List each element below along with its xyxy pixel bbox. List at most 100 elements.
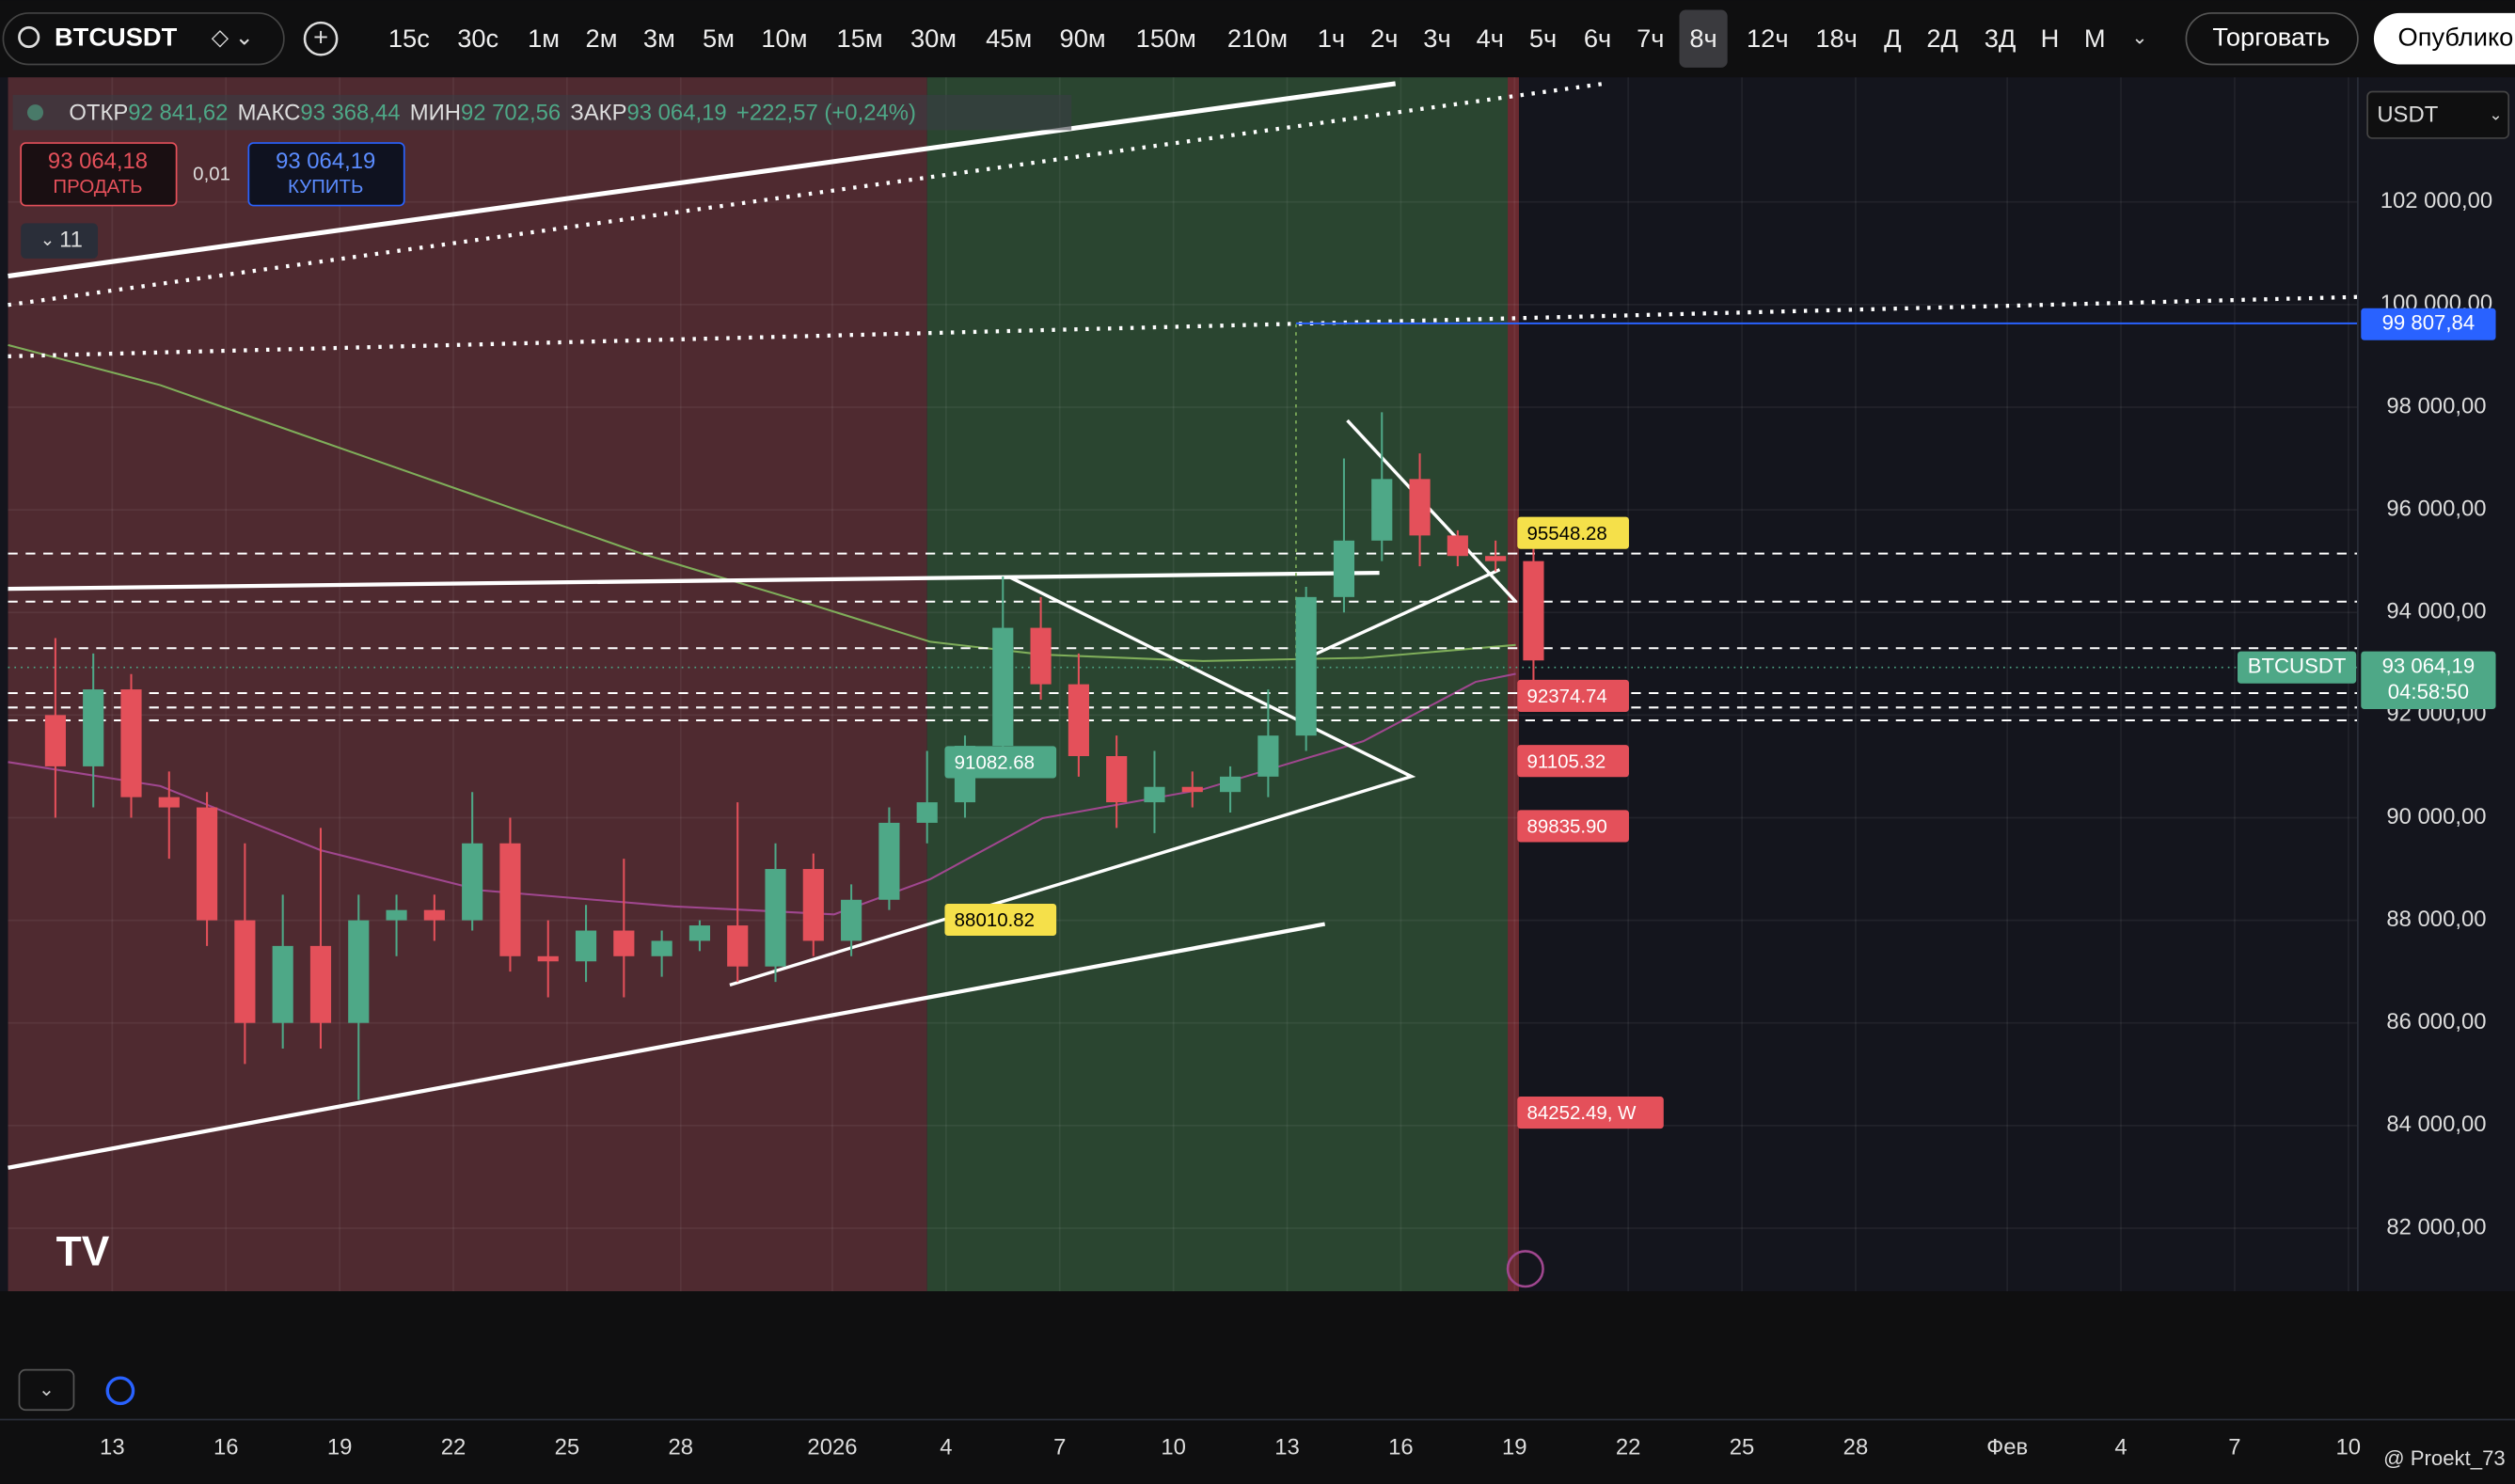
- timeframe[interactable]: 1м: [528, 24, 560, 53]
- candle-body: [1523, 560, 1544, 661]
- buy-button[interactable]: [247, 142, 405, 207]
- x-tick-label: 2026: [807, 1435, 857, 1460]
- price-tag-bg: [2361, 651, 2496, 710]
- timeframe[interactable]: 4ч: [1477, 24, 1504, 53]
- indicators-toggle[interactable]: [21, 223, 99, 259]
- trade-button[interactable]: [2185, 12, 2359, 66]
- timeframe[interactable]: 2ч: [1370, 24, 1398, 53]
- trend-line: [1306, 568, 1501, 660]
- annotation-label: 92374.74: [1526, 686, 1606, 707]
- timeframe[interactable]: 12ч: [1747, 24, 1789, 53]
- timeframe[interactable]: 3м: [643, 24, 675, 53]
- candle-body: [1333, 540, 1355, 597]
- candle-body: [1106, 755, 1128, 803]
- timeframe[interactable]: 15м: [837, 24, 883, 53]
- x-tick-label: 16: [214, 1435, 239, 1460]
- timeframe[interactable]: М: [2084, 24, 2106, 53]
- legend-high-label: МАКС: [238, 101, 301, 126]
- timeframe[interactable]: 5ч: [1529, 24, 1557, 53]
- sync-icon[interactable]: [105, 1376, 135, 1406]
- timeframe[interactable]: 5м: [703, 24, 735, 53]
- candle-body: [651, 940, 672, 956]
- sell-label: ПРОДАТЬ: [53, 176, 142, 197]
- candle-body: [765, 869, 786, 967]
- alert-tag: 99 807,84: [2382, 311, 2475, 335]
- timeframe[interactable]: 45м: [986, 24, 1032, 53]
- candle-body: [1295, 596, 1317, 736]
- candle-body: [309, 945, 332, 1023]
- timeframe[interactable]: 210м: [1227, 24, 1288, 53]
- x-tick-label: 25: [1730, 1435, 1755, 1460]
- annotation-bg: [1517, 745, 1629, 778]
- timeframe[interactable]: 15с: [388, 24, 430, 53]
- symbol-search[interactable]: [2, 12, 285, 66]
- trend-line: [8, 922, 1326, 1170]
- timeframe[interactable]: 3Д: [1985, 24, 2017, 53]
- candle-body: [423, 909, 445, 921]
- timeframe[interactable]: 3ч: [1423, 24, 1450, 53]
- timeframe[interactable]: 8ч: [1689, 24, 1716, 53]
- currency-select[interactable]: [2366, 90, 2510, 139]
- timeframe[interactable]: Д: [1884, 24, 1901, 53]
- candle-body: [841, 899, 862, 941]
- annotation-label: 89835.90: [1526, 816, 1606, 838]
- legend-bg: [12, 94, 1072, 131]
- collapse-button[interactable]: [18, 1368, 75, 1412]
- timeframe[interactable]: 2м: [586, 24, 618, 53]
- chevron: ◇ ⌄: [212, 25, 254, 51]
- candle-body: [537, 955, 559, 962]
- watermark: @ Proekt_73: [2383, 1446, 2506, 1470]
- flash-icon[interactable]: [1506, 1250, 1544, 1288]
- timeframe[interactable]: 150м: [1136, 24, 1196, 53]
- candle-body: [499, 843, 521, 956]
- annotation-label: 91105.32: [1526, 750, 1605, 772]
- candle-body: [1485, 556, 1507, 561]
- x-tick-label: Фев: [1986, 1435, 2028, 1460]
- y-tick-label: 82 000,00: [2386, 1214, 2486, 1239]
- candle-body: [1447, 535, 1468, 557]
- annotation-bg: [944, 903, 1057, 937]
- y-tick-label: 88 000,00: [2386, 907, 2486, 932]
- candle-body: [462, 843, 483, 921]
- annotation-bg: [944, 746, 1057, 779]
- price-tag: 93 064,19: [2382, 655, 2475, 678]
- legend-close-label: ЗАКР: [570, 101, 626, 126]
- symbol: BTCUSDT: [55, 22, 178, 51]
- timeframe[interactable]: 18ч: [1815, 24, 1858, 53]
- timeframe[interactable]: 7ч: [1637, 24, 1664, 53]
- timeframe[interactable]: 10м: [761, 24, 807, 53]
- publish-button[interactable]: [2373, 12, 2515, 65]
- candles: [44, 412, 1544, 1100]
- timeframe[interactable]: 1ч: [1318, 24, 1345, 53]
- ohlc-legend: ОТКР92 841,62 МАКС93 368,44 МИН92 702,56 ЗА…: [69, 101, 916, 126]
- sell-button[interactable]: [20, 142, 178, 207]
- zone-edge: [1508, 77, 1519, 1292]
- x-tick-label: 4: [940, 1435, 952, 1460]
- candle-body: [1409, 479, 1431, 536]
- x-tick-label: 7: [1053, 1435, 1066, 1460]
- timeframe[interactable]: 30с: [457, 24, 498, 53]
- x-tick-label: 19: [327, 1435, 353, 1460]
- logo: TV: [56, 1229, 110, 1275]
- annotation-bg: [1517, 516, 1629, 549]
- trend-line: [8, 81, 1397, 279]
- x-tick-label: 13: [100, 1435, 125, 1460]
- symbol-tag: BTCUSDT: [2248, 655, 2347, 678]
- timeframe[interactable]: 30м: [910, 24, 957, 53]
- candle-body: [272, 945, 293, 1023]
- timeframe[interactable]: 6ч: [1584, 24, 1611, 53]
- timeframe[interactable]: 90м: [1060, 24, 1106, 53]
- x-tick-label: 16: [1388, 1435, 1414, 1460]
- candle-body: [44, 715, 66, 766]
- timeframe[interactable]: Н: [2041, 24, 2060, 53]
- x-tick-label: 28: [1843, 1435, 1869, 1460]
- add-button[interactable]: [303, 21, 339, 56]
- candle-body: [992, 627, 1014, 747]
- sell-price: 93 064,18: [48, 149, 148, 174]
- timeframe[interactable]: 2Д: [1926, 24, 1958, 53]
- countdown: 04:58:50: [2388, 680, 2469, 703]
- trade-button-label: Торговать: [2212, 22, 2330, 51]
- spread: 0,01: [193, 164, 230, 185]
